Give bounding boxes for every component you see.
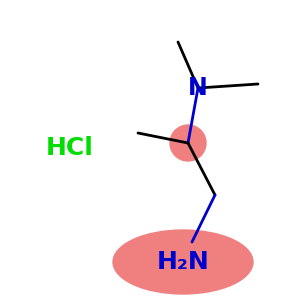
Text: H₂N: H₂N <box>157 250 209 274</box>
Circle shape <box>170 125 206 161</box>
Ellipse shape <box>113 230 253 294</box>
Text: N: N <box>188 76 208 100</box>
Text: HCl: HCl <box>46 136 94 160</box>
